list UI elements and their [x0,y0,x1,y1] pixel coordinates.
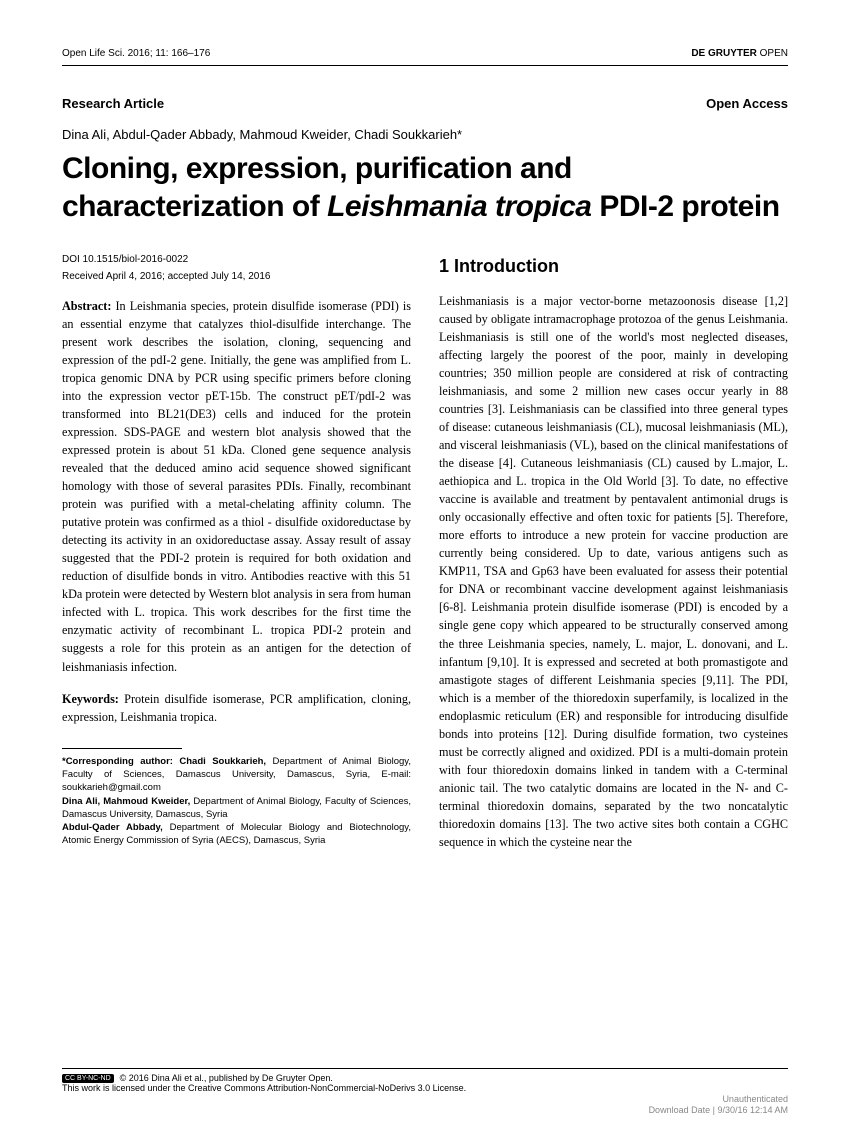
publisher-name: DE GRUYTER OPEN [691,48,788,59]
download-watermark: Unauthenticated Download Date | 9/30/16 … [649,1094,788,1117]
correspondence-rule [62,748,182,749]
copyright-line: © 2016 Dina Ali et al., published by De … [120,1073,333,1083]
two-column-layout: DOI 10.1515/biol-2016-0022 Received Apri… [62,253,788,851]
introduction-text: Leishmaniasis is a major vector-borne me… [439,292,788,851]
right-column: 1 Introduction Leishmaniasis is a major … [439,253,788,851]
correspondence-block: *Corresponding author: Chadi Soukkarieh,… [62,755,411,848]
top-header-bar: Open Life Sci. 2016; 11: 166–176 DE GRUY… [62,48,788,66]
introduction-heading: 1 Introduction [439,253,788,280]
keywords: Keywords: Protein disulfide isomerase, P… [62,690,411,726]
cc-license-badge: CC BY-NC-ND [62,1074,114,1083]
author-list: Dina Ali, Abdul-Qader Abbady, Mahmoud Kw… [62,127,788,142]
left-column: DOI 10.1515/biol-2016-0022 Received Apri… [62,253,411,851]
article-meta-row: Research Article Open Access [62,96,788,111]
abstract-text: In Leishmania species, protein disulfide… [62,299,411,674]
article-type: Research Article [62,96,164,111]
access-type: Open Access [706,96,788,111]
journal-reference: Open Life Sci. 2016; 11: 166–176 [62,48,210,59]
doi: DOI 10.1515/biol-2016-0022 [62,253,411,268]
license-line: This work is licensed under the Creative… [62,1083,788,1093]
abstract: Abstract: In Leishmania species, protein… [62,297,411,676]
article-title: Cloning, expression, purification and ch… [62,150,788,225]
received-accepted-dates: Received April 4, 2016; accepted July 14… [62,270,411,285]
keywords-label: Keywords: [62,692,119,706]
abstract-label: Abstract: [62,299,111,313]
page-footer: CC BY-NC-ND © 2016 Dina Ali et al., publ… [62,1068,788,1093]
